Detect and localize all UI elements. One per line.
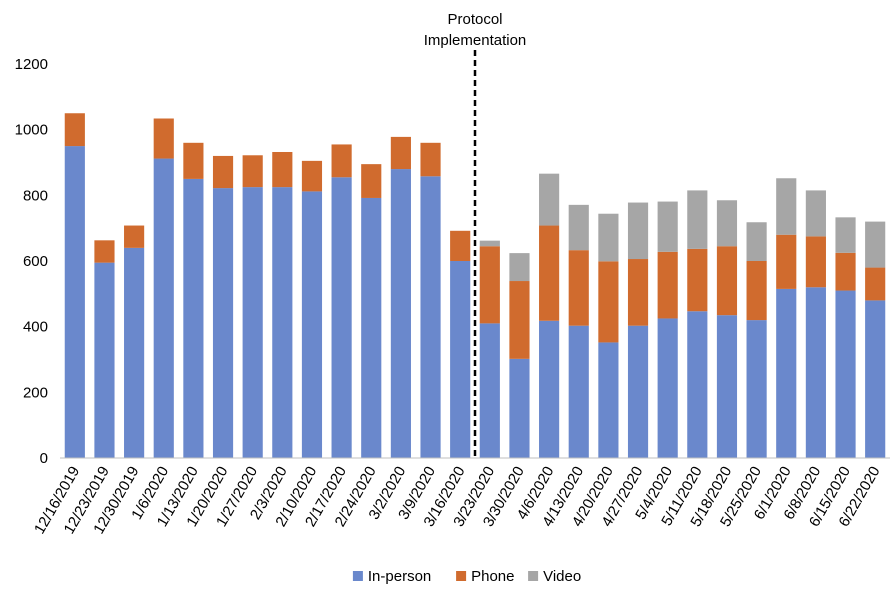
bar-in-person-23 — [716, 315, 738, 458]
annotation-line-2: Implementation — [424, 32, 527, 49]
bar-phone-3 — [124, 225, 145, 248]
bar-video-24 — [746, 222, 767, 261]
bar-phone-11 — [361, 164, 382, 198]
bar-video-16 — [509, 253, 530, 282]
bar-video-19 — [598, 213, 619, 262]
bar-in-person-3 — [124, 247, 145, 458]
bar-phone-27 — [835, 252, 856, 291]
bar-in-person-25 — [776, 288, 797, 458]
bar-in-person-14 — [450, 261, 471, 458]
bar-in-person-27 — [835, 290, 856, 458]
legend: In-person Phone Video — [352, 568, 581, 585]
bar-phone-8 — [272, 151, 293, 188]
bar-in-person-20 — [627, 325, 649, 458]
bar-in-person-22 — [687, 311, 708, 458]
annotation-line-1: Protocol — [447, 11, 502, 28]
bar-in-person-16 — [509, 358, 530, 458]
bar-video-18 — [568, 204, 589, 251]
bar-phone-26 — [805, 236, 826, 288]
bar-video-17 — [539, 173, 560, 226]
bar-video-22 — [687, 190, 708, 249]
y-tick-label: 0 — [40, 450, 48, 467]
bar-in-person-11 — [361, 197, 382, 458]
bar-in-person-1 — [64, 146, 85, 459]
y-tick-label: 800 — [23, 187, 48, 204]
bar-phone-22 — [687, 248, 708, 312]
bar-phone-5 — [183, 142, 204, 179]
bar-video-23 — [716, 200, 738, 247]
bar-in-person-2 — [94, 262, 115, 458]
bar-in-person-7 — [242, 187, 263, 458]
bar-in-person-12 — [390, 169, 411, 459]
bar-video-15 — [479, 240, 500, 247]
bar-phone-16 — [509, 281, 530, 359]
bar-in-person-26 — [805, 287, 826, 458]
bar-in-person-19 — [598, 342, 619, 458]
bar-in-person-15 — [479, 323, 500, 458]
y-tick-label: 1200 — [15, 56, 48, 73]
bar-phone-20 — [627, 259, 649, 326]
bar-in-person-5 — [183, 178, 204, 458]
bar-video-21 — [657, 201, 678, 252]
bar-video-25 — [776, 178, 797, 235]
bar-phone-1 — [64, 113, 85, 147]
legend-swatch-video — [528, 571, 539, 581]
bar-phone-28 — [865, 267, 886, 301]
bar-in-person-9 — [301, 191, 323, 459]
bar-phone-17 — [539, 225, 560, 321]
bar-phone-24 — [746, 261, 767, 321]
bar-in-person-10 — [331, 177, 352, 458]
bar-video-28 — [865, 221, 886, 268]
bar-video-27 — [835, 217, 856, 253]
bar-in-person-4 — [153, 158, 174, 458]
bar-phone-14 — [450, 230, 471, 261]
protocol-annotation: Protocol Implementation — [424, 11, 527, 458]
bar-phone-19 — [598, 261, 619, 343]
legend-label-in-person: In-person — [368, 568, 431, 585]
bars-layer — [64, 113, 886, 459]
bar-phone-25 — [776, 234, 797, 289]
legend-swatch-phone — [456, 571, 467, 581]
legend-swatch-in-person — [352, 571, 363, 581]
y-tick-label: 400 — [23, 319, 48, 336]
bar-in-person-8 — [272, 187, 293, 458]
bar-in-person-17 — [539, 320, 560, 458]
bar-phone-2 — [94, 240, 115, 263]
x-axis: 12/16/201912/23/201912/30/20191/6/20201/… — [31, 463, 884, 537]
bar-phone-6 — [212, 155, 234, 189]
bar-in-person-6 — [212, 188, 234, 459]
bar-in-person-18 — [568, 325, 589, 458]
legend-label-phone: Phone — [471, 568, 514, 585]
bar-phone-12 — [390, 136, 411, 170]
y-tick-label: 1000 — [15, 122, 48, 139]
bar-phone-18 — [568, 250, 589, 326]
y-tick-label: 200 — [23, 384, 48, 401]
y-tick-label: 600 — [23, 253, 48, 270]
bar-phone-15 — [479, 246, 500, 324]
bar-phone-4 — [153, 118, 174, 159]
bar-in-person-21 — [657, 318, 678, 458]
bar-phone-10 — [331, 144, 352, 178]
legend-label-video: Video — [543, 568, 581, 585]
bar-phone-7 — [242, 155, 263, 188]
bar-in-person-28 — [865, 300, 886, 458]
bar-video-26 — [805, 190, 826, 237]
y-axis: 0 200 400 600 800 1000 1200 — [15, 56, 48, 467]
bar-in-person-13 — [420, 176, 441, 459]
bar-in-person-24 — [746, 320, 767, 458]
bar-phone-9 — [301, 160, 323, 192]
bar-phone-13 — [420, 142, 441, 177]
bar-phone-21 — [657, 251, 678, 319]
bar-phone-23 — [716, 246, 738, 316]
bar-video-20 — [627, 202, 649, 260]
